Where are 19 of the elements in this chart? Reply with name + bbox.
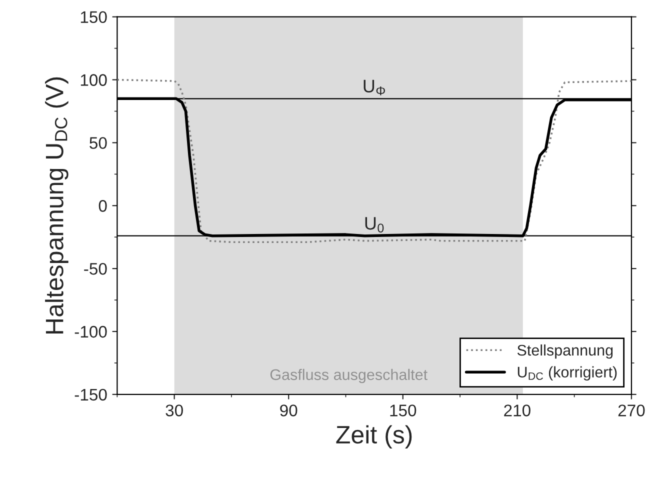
x-tick-label: 150 xyxy=(390,404,416,416)
x-tick-label: 30 xyxy=(166,404,183,416)
ref-line-label: U$_{Φ}$ xyxy=(364,80,385,96)
x-tick-label: 90 xyxy=(280,404,298,416)
y-tick-label: 150 xyxy=(80,11,107,24)
x-tick-label: 270 xyxy=(618,404,645,416)
x-tick-label: 210 xyxy=(504,404,530,416)
legend-label: U$_{DC}$ (korrigiert) xyxy=(518,366,617,381)
y-tick-label: 100 xyxy=(80,74,107,86)
legend-label: Stellspannung xyxy=(517,344,613,359)
y-axis-title: Haltespannung U$_{DC}$ (V) xyxy=(45,77,68,334)
y-tick-label: 0 xyxy=(98,200,107,212)
y-tick-label: -150 xyxy=(74,388,107,401)
band-label: Gasfluss ausgeschaltet xyxy=(270,368,428,384)
y-tick-label: -100 xyxy=(74,326,107,338)
ref-line-label: U$_{0}$ xyxy=(365,217,384,233)
y-tick-label: 50 xyxy=(90,137,107,149)
y-tick-label: -50 xyxy=(84,262,107,275)
x-axis-title: Zeit (s) xyxy=(336,425,412,449)
